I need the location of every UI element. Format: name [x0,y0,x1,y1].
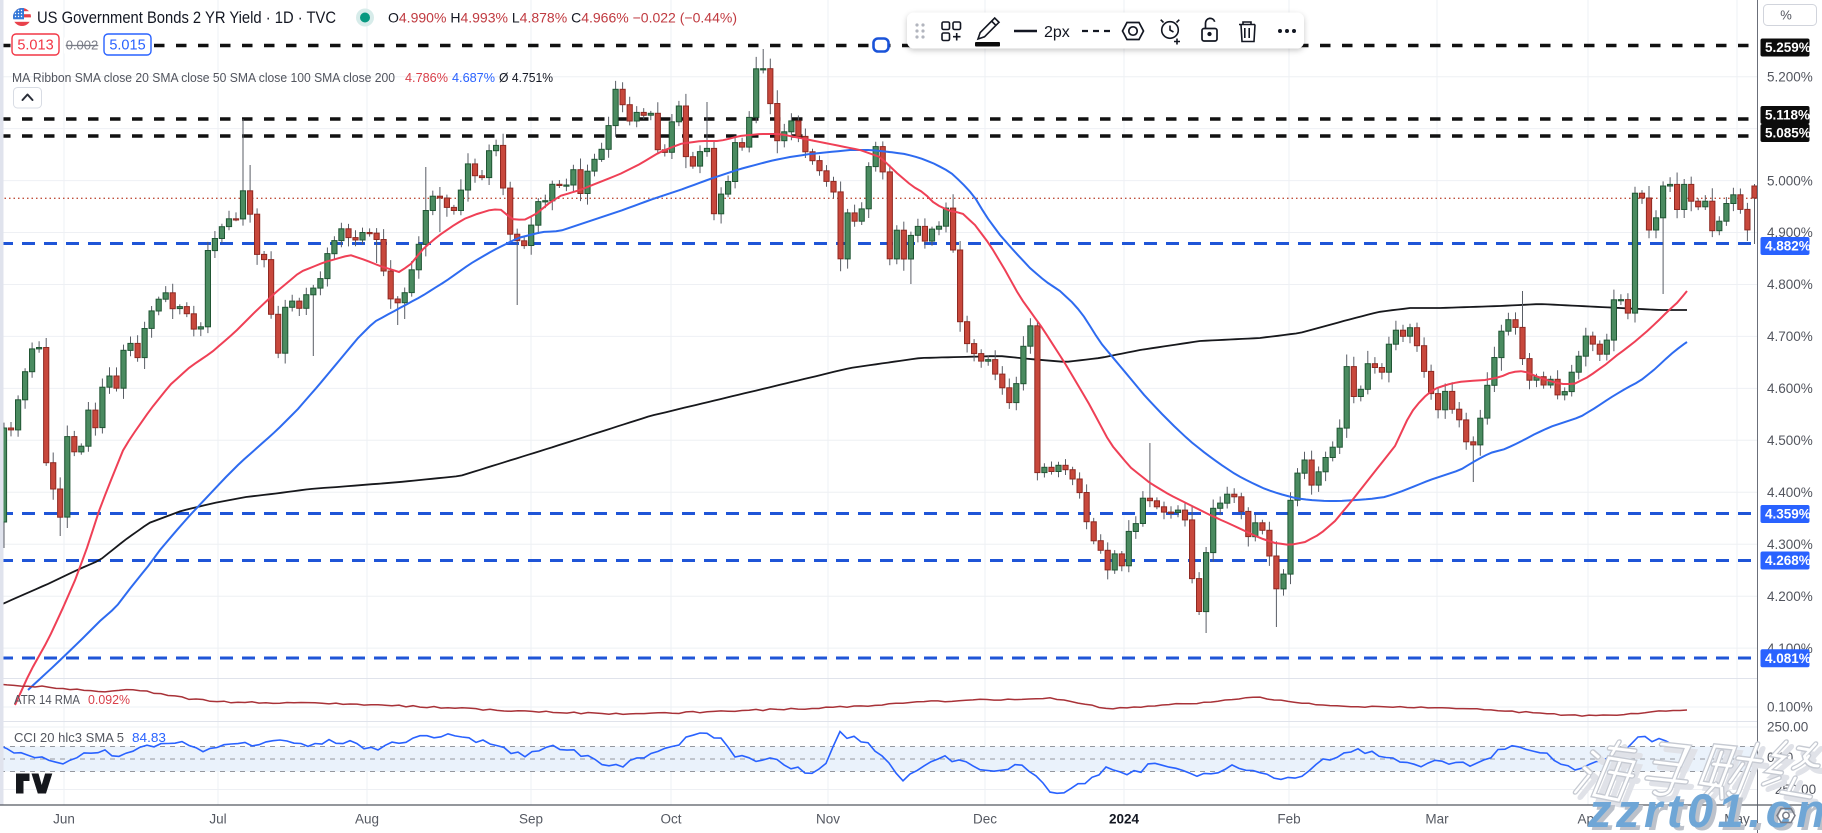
svg-text:84.83: 84.83 [132,730,166,745]
svg-text:Nov: Nov [816,812,840,827]
svg-text:US Government Bonds 2 YR Yield: US Government Bonds 2 YR Yield · 1D · TV… [37,9,336,27]
svg-text:MA Ribbon SMA close 20 SMA clo: MA Ribbon SMA close 20 SMA close 50 SMA … [12,70,395,85]
svg-text:5.118%: 5.118% [1765,108,1810,123]
svg-text:4.300%: 4.300% [1767,537,1813,552]
svg-text:5.259%: 5.259% [1765,40,1811,55]
svg-text:5.000%: 5.000% [1767,173,1813,188]
svg-text:Sep: Sep [519,812,543,827]
svg-text:4.081%: 4.081% [1765,651,1811,666]
svg-text:4.700%: 4.700% [1767,329,1813,344]
svg-text:4.882%: 4.882% [1765,239,1811,254]
svg-text:0.100%: 0.100% [1767,700,1813,715]
svg-text:Aug: Aug [355,812,379,827]
svg-text:4.800%: 4.800% [1767,277,1813,292]
svg-text:5.015: 5.015 [109,38,145,54]
svg-text:Jul: Jul [209,812,226,827]
svg-text:Feb: Feb [1277,812,1300,827]
svg-text:4.687%: 4.687% [452,70,495,85]
svg-text:5.200%: 5.200% [1767,69,1813,84]
svg-text:4.786%: 4.786% [405,70,448,85]
svg-text:ATR 14 RMA: ATR 14 RMA [14,692,80,707]
svg-text:May: May [1724,812,1750,827]
svg-text:5.013: 5.013 [17,38,53,54]
svg-text:0.002: 0.002 [66,38,99,53]
svg-text:250.00: 250.00 [1767,720,1808,735]
svg-text:%: % [1780,8,1792,23]
svg-text:Mar: Mar [1425,812,1449,827]
svg-text:Apr: Apr [1577,812,1599,827]
svg-text:4.400%: 4.400% [1767,485,1813,500]
svg-text:4.900%: 4.900% [1767,225,1813,240]
svg-text:Oct: Oct [660,812,681,827]
svg-text:4.600%: 4.600% [1767,381,1813,396]
svg-text:Dec: Dec [973,812,997,827]
svg-text:Ø 4.751%: Ø 4.751% [499,70,553,85]
svg-text:5.085%: 5.085% [1765,126,1811,141]
svg-text:zzrt01.cn: zzrt01.cn [1591,787,1822,833]
svg-text:2px: 2px [1044,24,1070,41]
svg-text:4.200%: 4.200% [1767,589,1813,604]
svg-text:4.359%: 4.359% [1765,507,1811,522]
svg-text:2024: 2024 [1109,812,1140,827]
svg-text:4.500%: 4.500% [1767,433,1813,448]
svg-text:0.092%: 0.092% [88,692,130,707]
svg-text:4.268%: 4.268% [1765,553,1811,568]
svg-text:CCI 20 hlc3 SMA 5: CCI 20 hlc3 SMA 5 [14,730,124,745]
svg-text:O4.990% H4.993% L4.878% C4.966: O4.990% H4.993% L4.878% C4.966% −0.022 (… [388,10,737,26]
svg-text:Jun: Jun [53,812,75,827]
